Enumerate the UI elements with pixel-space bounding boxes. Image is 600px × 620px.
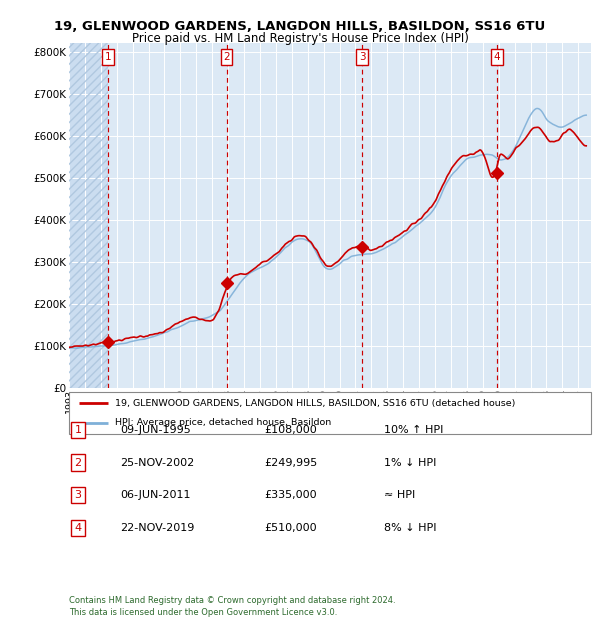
Text: ≈ HPI: ≈ HPI <box>384 490 415 500</box>
Text: 3: 3 <box>359 52 365 62</box>
Text: 2: 2 <box>74 458 82 467</box>
Text: 1: 1 <box>74 425 82 435</box>
Text: 19, GLENWOOD GARDENS, LANGDON HILLS, BASILDON, SS16 6TU: 19, GLENWOOD GARDENS, LANGDON HILLS, BAS… <box>55 20 545 33</box>
Bar <box>69 43 108 388</box>
Text: 4: 4 <box>494 52 500 62</box>
Text: 4: 4 <box>74 523 82 533</box>
Text: 06-JUN-2011: 06-JUN-2011 <box>120 490 191 500</box>
Text: £510,000: £510,000 <box>264 523 317 533</box>
Text: 1: 1 <box>104 52 111 62</box>
Text: £108,000: £108,000 <box>264 425 317 435</box>
Text: £335,000: £335,000 <box>264 490 317 500</box>
Text: Contains HM Land Registry data © Crown copyright and database right 2024.
This d: Contains HM Land Registry data © Crown c… <box>69 596 395 617</box>
Text: 1% ↓ HPI: 1% ↓ HPI <box>384 458 436 467</box>
Text: £249,995: £249,995 <box>264 458 317 467</box>
Text: 25-NOV-2002: 25-NOV-2002 <box>120 458 194 467</box>
Bar <box>69 43 108 388</box>
Text: HPI: Average price, detached house, Basildon: HPI: Average price, detached house, Basi… <box>115 418 331 427</box>
Text: 8% ↓ HPI: 8% ↓ HPI <box>384 523 437 533</box>
Text: 09-JUN-1995: 09-JUN-1995 <box>120 425 191 435</box>
FancyBboxPatch shape <box>69 392 591 434</box>
Text: 22-NOV-2019: 22-NOV-2019 <box>120 523 194 533</box>
Text: 19, GLENWOOD GARDENS, LANGDON HILLS, BASILDON, SS16 6TU (detached house): 19, GLENWOOD GARDENS, LANGDON HILLS, BAS… <box>115 399 515 408</box>
Text: Price paid vs. HM Land Registry's House Price Index (HPI): Price paid vs. HM Land Registry's House … <box>131 32 469 45</box>
Text: 3: 3 <box>74 490 82 500</box>
Text: 2: 2 <box>223 52 230 62</box>
Text: 10% ↑ HPI: 10% ↑ HPI <box>384 425 443 435</box>
